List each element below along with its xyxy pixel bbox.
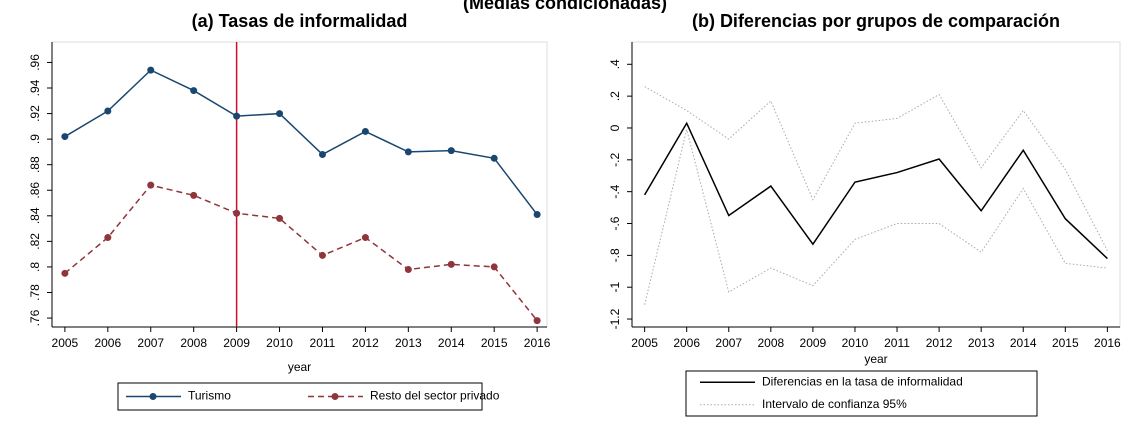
- point: [447, 260, 455, 268]
- y-tick-label: -1.2: [608, 308, 622, 329]
- point: [233, 209, 241, 217]
- plot-area: [51, 41, 548, 328]
- x-tick-label: 2012: [352, 336, 379, 350]
- point: [361, 234, 369, 242]
- y-tick-label: .88: [28, 156, 42, 173]
- legend-label: Resto del sector privado: [370, 389, 500, 403]
- point: [276, 214, 284, 222]
- legend-label: Intervalo de confianza 95%: [762, 397, 907, 411]
- figure-title: (Medias condicionadas): [463, 0, 667, 13]
- legend-label: Diferencias en la tasa de informalidad: [762, 374, 963, 388]
- point: [190, 191, 198, 199]
- x-tick-label: 2007: [715, 336, 742, 350]
- x-tick-label: 2011: [884, 336, 910, 350]
- x-tick-label: 2006: [94, 336, 121, 350]
- y-tick-label: .8: [28, 262, 42, 272]
- point: [404, 148, 412, 156]
- x-tick-label: 2010: [266, 336, 293, 350]
- x-tick-label: 2009: [800, 336, 827, 350]
- x-tick-label: 2012: [926, 336, 953, 350]
- y-tick-label: -.4: [608, 184, 622, 198]
- x-tick-label: 2008: [180, 336, 207, 350]
- x-tick-label: 2013: [395, 336, 422, 350]
- y-tick-label: .76: [28, 309, 42, 326]
- point: [61, 269, 69, 277]
- point: [533, 317, 541, 325]
- legend-marker: [331, 393, 339, 400]
- x-tick-label: 2016: [1094, 336, 1121, 350]
- x-tick-label: 2016: [524, 336, 551, 350]
- panel-title: (a) Tasas de informalidad: [192, 11, 408, 31]
- y-tick-label: .92: [28, 105, 42, 122]
- x-axis-label: year: [864, 352, 887, 366]
- x-tick-label: 2015: [481, 336, 508, 350]
- y-tick-label: -.8: [608, 248, 622, 262]
- point: [447, 147, 455, 155]
- x-tick-label: 2005: [631, 336, 658, 350]
- y-tick-label: -.2: [608, 152, 622, 166]
- y-tick-label: .78: [28, 284, 42, 301]
- y-tick-label: 0: [608, 124, 622, 131]
- panel-title: (b) Diferencias por grupos de comparació…: [692, 11, 1060, 31]
- legend: [685, 370, 1038, 417]
- y-tick-label: -1: [608, 282, 622, 293]
- point: [233, 112, 241, 120]
- x-tick-label: 2011: [310, 336, 336, 350]
- y-tick-label: .2: [608, 91, 622, 101]
- y-tick-label: -.6: [608, 216, 622, 230]
- x-axis-label: year: [288, 360, 311, 374]
- x-tick-label: 2007: [137, 336, 164, 350]
- point: [490, 263, 498, 271]
- x-tick-label: 2014: [1010, 336, 1037, 350]
- y-tick-label: .86: [28, 182, 42, 199]
- series-line: [643, 121, 1108, 260]
- point: [147, 66, 155, 74]
- point: [147, 181, 155, 189]
- y-tick-label: .4: [608, 59, 622, 69]
- x-tick-label: 2008: [757, 336, 784, 350]
- x-tick-label: 2006: [673, 336, 700, 350]
- point: [61, 133, 69, 141]
- point: [276, 110, 284, 118]
- x-tick-label: 2010: [842, 336, 869, 350]
- point: [190, 87, 198, 95]
- point: [361, 127, 369, 135]
- legend-label: Turismo: [188, 389, 231, 403]
- point: [318, 150, 326, 158]
- y-tick-label: .82: [28, 233, 42, 250]
- point: [104, 234, 112, 242]
- x-tick-label: 2015: [1052, 336, 1079, 350]
- x-tick-label: 2009: [223, 336, 250, 350]
- x-tick-label: 2013: [968, 336, 995, 350]
- point: [104, 107, 112, 115]
- point: [404, 265, 412, 273]
- series-line: [64, 69, 538, 215]
- plot-area: [631, 41, 1121, 328]
- legend-marker: [149, 393, 157, 400]
- y-tick-label: .9: [28, 134, 42, 144]
- y-tick-label: .84: [28, 207, 42, 224]
- point: [533, 211, 541, 219]
- x-tick-label: 2014: [438, 336, 465, 350]
- series-line: [644, 129, 1108, 305]
- y-tick-label: .96: [28, 54, 42, 71]
- point: [318, 251, 326, 259]
- series-line: [64, 184, 538, 322]
- series-line: [644, 86, 1108, 251]
- point: [490, 154, 498, 162]
- x-tick-label: 2005: [52, 336, 79, 350]
- y-tick-label: .94: [28, 79, 42, 96]
